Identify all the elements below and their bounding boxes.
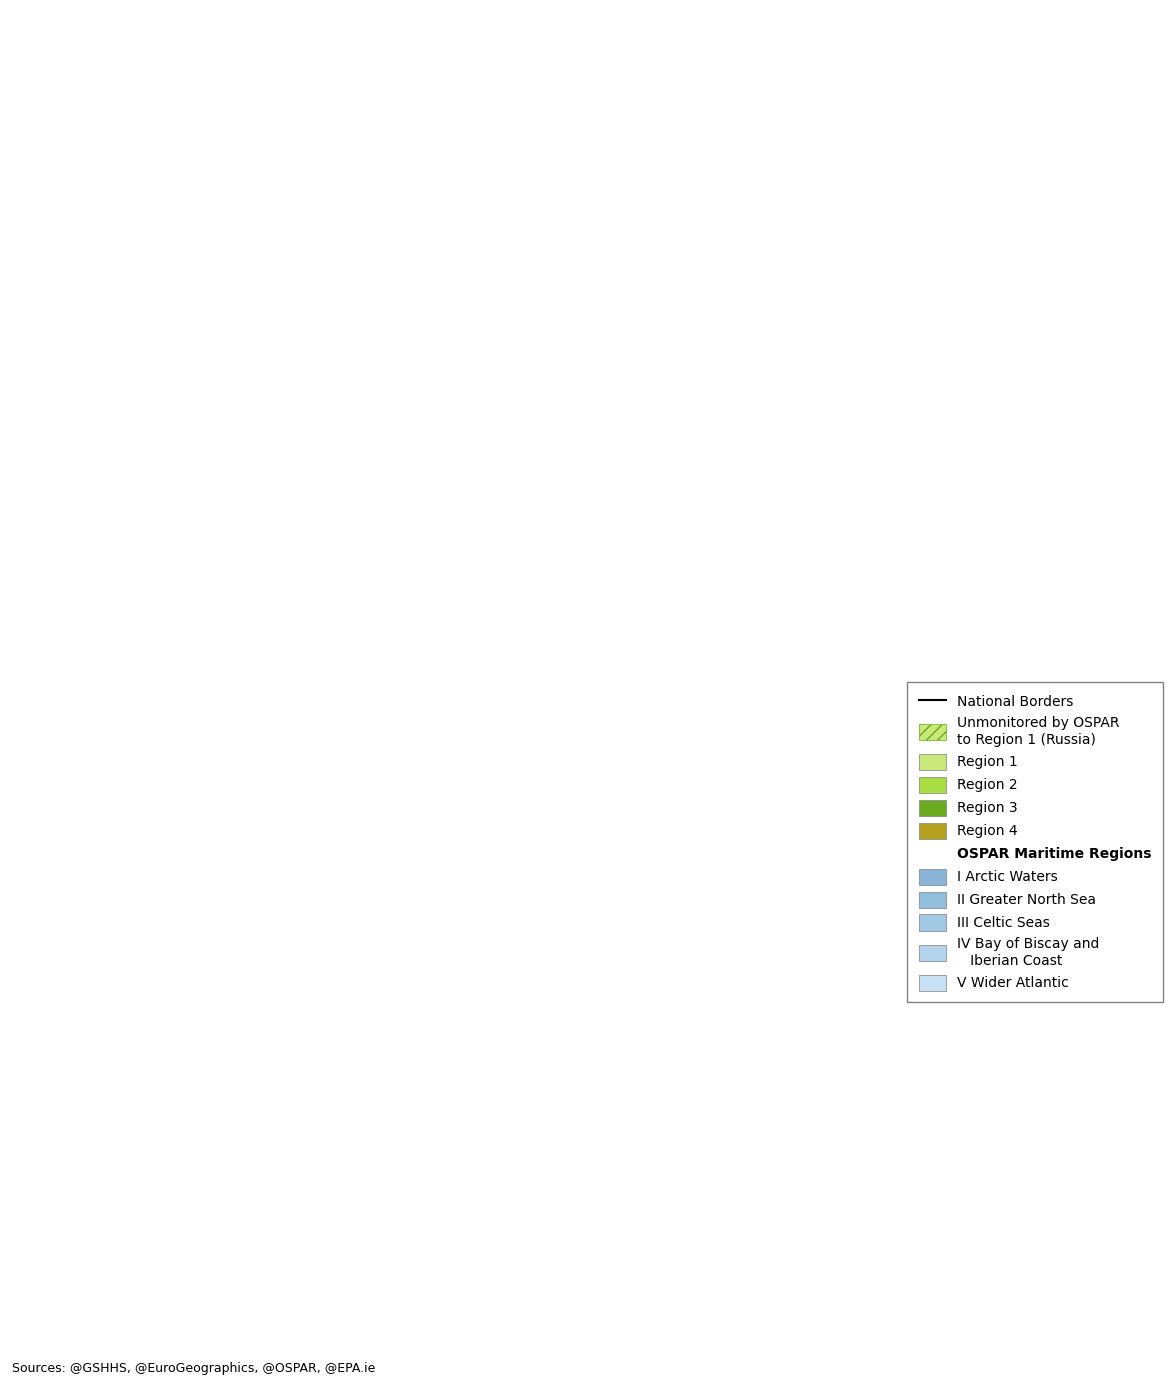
Text: Sources: @GSHHS, @EuroGeographics, @OSPAR, @EPA.ie: Sources: @GSHHS, @EuroGeographics, @OSPA… [12,1363,376,1375]
Legend: National Borders, Unmonitored by OSPAR
to Region 1 (Russia), Region 1, Region 2,: National Borders, Unmonitored by OSPAR t… [908,682,1163,1001]
